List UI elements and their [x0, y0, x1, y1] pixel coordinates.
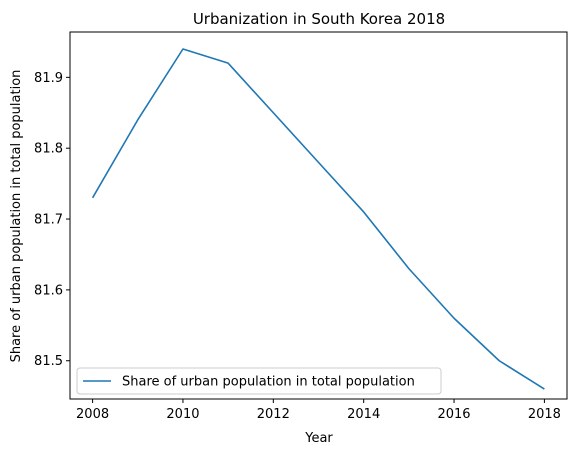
x-tick-label: 2014	[347, 407, 380, 422]
legend-entry: Share of urban population in total popul…	[122, 375, 415, 390]
y-tick-label: 81.6	[34, 283, 63, 298]
plot-area	[93, 49, 545, 389]
series-line	[93, 49, 545, 389]
x-axis-label: Year	[304, 431, 333, 446]
y-axis-label: Share of urban population in total popul…	[9, 70, 24, 363]
y-tick-label: 81.5	[34, 354, 63, 369]
y-axis: 81.5 81.6 81.7 81.8 81.9	[34, 71, 70, 369]
x-tick-label: 2008	[76, 407, 109, 422]
x-axis: 2008 2010 2012 2014 2016 2018	[76, 399, 561, 422]
chart-title: Urbanization in South Korea 2018	[193, 10, 445, 28]
plot-frame	[70, 32, 567, 399]
y-tick-label: 81.8	[34, 142, 63, 157]
x-tick-label: 2016	[437, 407, 470, 422]
y-tick-label: 81.9	[34, 71, 63, 86]
x-tick-label: 2012	[257, 407, 290, 422]
x-tick-label: 2018	[528, 407, 561, 422]
y-tick-label: 81.7	[34, 213, 63, 228]
x-tick-label: 2010	[166, 407, 199, 422]
legend: Share of urban population in total popul…	[77, 368, 441, 394]
